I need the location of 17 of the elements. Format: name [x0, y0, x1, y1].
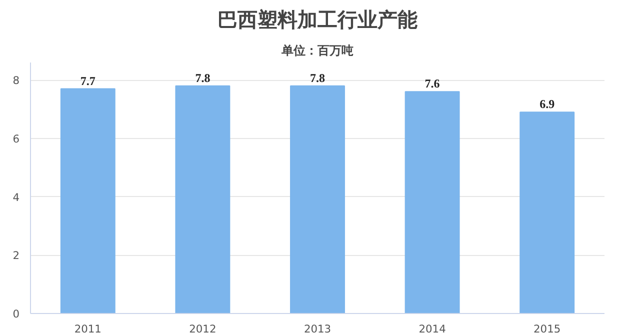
y-tick-label: 8 [12, 74, 20, 88]
chart-subtitle: 单位：百万吨 [280, 44, 354, 58]
data-label: 7.7 [80, 74, 96, 88]
x-tick-label: 2012 [189, 322, 216, 335]
x-tick-label: 2013 [304, 322, 332, 335]
data-label: 6.9 [540, 97, 555, 112]
y-tick-label: 2 [12, 249, 20, 262]
y-tick-label: 0 [12, 308, 20, 320]
x-tick-label: 2014 [418, 322, 446, 335]
data-label: 7.8 [195, 70, 210, 85]
data-label: 7.8 [310, 70, 325, 85]
y-tick-label: 6 [12, 132, 20, 146]
y-tick-label: 4 [12, 190, 20, 204]
x-tick-label: 2015 [534, 322, 561, 335]
chart-title: 巴西塑料加工行业产能 [218, 8, 418, 32]
x-tick-label: 2011 [74, 322, 102, 335]
data-label: 7.6 [424, 76, 440, 91]
